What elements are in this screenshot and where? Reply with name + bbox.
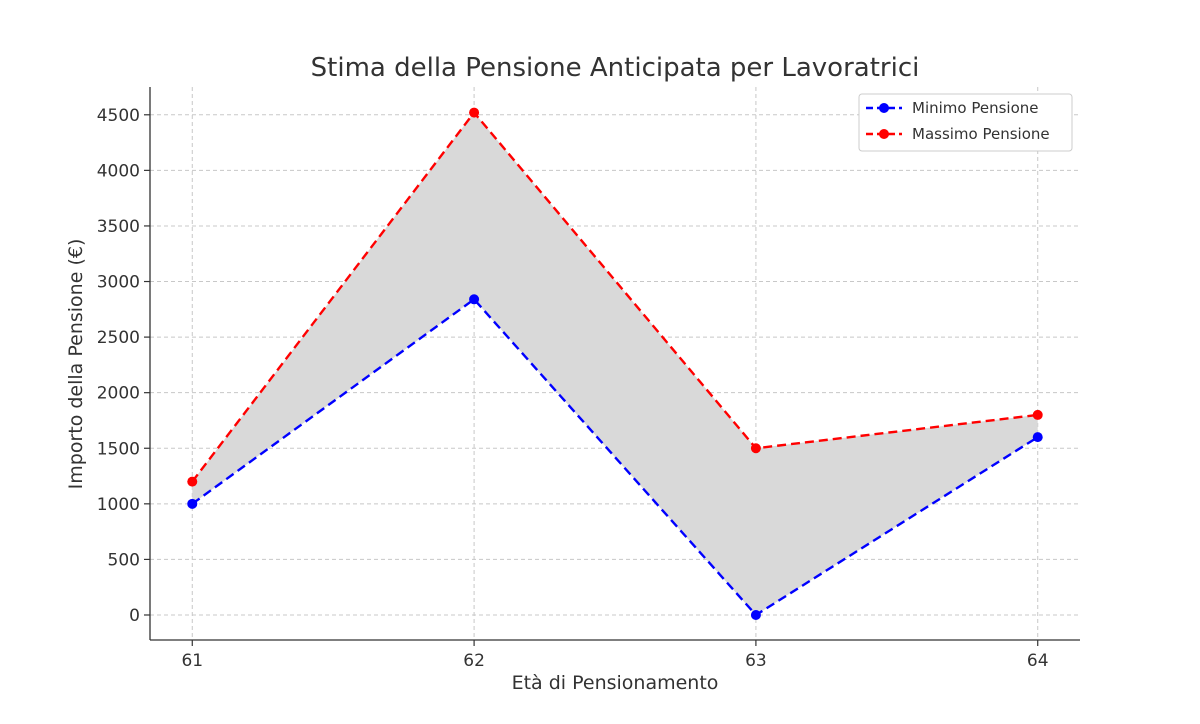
x-tick-label: 61	[181, 651, 203, 671]
y-tick-label: 3000	[97, 273, 140, 293]
legend-box	[858, 93, 1073, 152]
data-point-massimo-pensione	[469, 107, 480, 118]
legend-marker-minimo-pensione	[879, 103, 889, 113]
y-axis-label: Importo della Pensione (€)	[65, 239, 87, 490]
data-point-massimo-pensione	[1032, 409, 1043, 420]
y-tick-label: 500	[108, 550, 140, 570]
y-tick-label: 0	[129, 606, 140, 626]
y-tick-label: 1000	[97, 495, 140, 515]
series-line-massimo-pensione	[191, 110, 1038, 483]
legend-items: Minimo Pensione Massimo Pensione	[866, 99, 1050, 143]
x-tick-label: 64	[1027, 651, 1049, 671]
data-point-minimo-pensione	[1032, 432, 1043, 443]
y-tick-label: 2000	[97, 384, 140, 404]
series-layer	[187, 107, 1043, 620]
y-tick-label: 3500	[97, 217, 140, 237]
x-tick-label: 62	[463, 651, 485, 671]
legend-marker-massimo-pensione	[879, 129, 889, 139]
data-point-massimo-pensione	[187, 476, 198, 487]
x-tick-label: 63	[745, 651, 767, 671]
legend: Minimo Pensione Massimo Pensione	[858, 93, 1073, 152]
x-axis-label: Età di Pensionamento	[512, 672, 719, 694]
data-point-minimo-pensione	[187, 498, 198, 509]
data-point-minimo-pensione	[750, 609, 761, 620]
y-tick-label: 4000	[97, 161, 140, 181]
legend-label-massimo-pensione: Massimo Pensione	[912, 125, 1050, 143]
chart-title: Stima della Pensione Anticipata per Lavo…	[311, 53, 920, 83]
fill-between-layer	[192, 112, 1038, 615]
ticks-layer: 0 500 1000 1500 2000 2500 3000 3500 4000 4500 61 62…	[97, 106, 1049, 671]
y-tick-label: 4500	[97, 106, 140, 126]
series-line-minimo-pensione	[191, 297, 1039, 617]
y-tick-label: 2500	[97, 328, 140, 348]
y-tick-label: 1500	[97, 439, 140, 459]
legend-label-minimo-pensione: Minimo Pensione	[912, 99, 1038, 117]
fill-between-area	[192, 112, 1038, 615]
data-point-minimo-pensione	[469, 294, 480, 305]
data-point-massimo-pensione	[750, 443, 761, 454]
axes-layer	[149, 87, 1080, 641]
